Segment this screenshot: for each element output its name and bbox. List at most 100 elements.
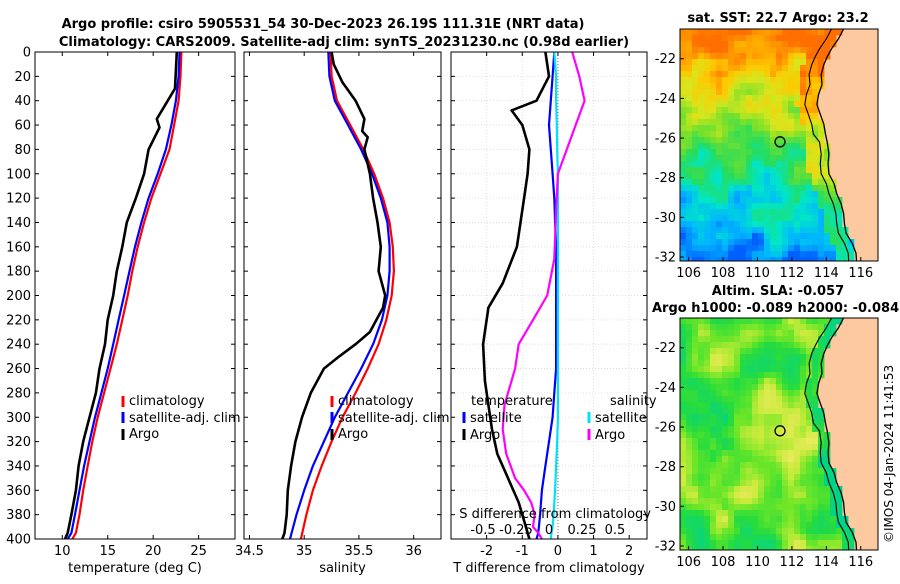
sla-cell [680, 468, 687, 475]
sst-cell [722, 197, 729, 204]
sst-cell [824, 215, 831, 222]
sst-cell [704, 251, 711, 258]
sla-cell [806, 474, 813, 481]
sla-cell [692, 372, 699, 379]
coastline [816, 29, 858, 261]
sla-cell [800, 534, 807, 541]
sst-cell [752, 71, 759, 78]
sla-cell [728, 348, 735, 355]
sst-cell [746, 239, 753, 246]
sst-cell [710, 131, 717, 138]
difference-legend: temperature satellite Argo salinity sate… [462, 394, 657, 443]
sla-cell [698, 330, 705, 337]
series-line-satellite-adj-clim [66, 52, 181, 539]
sla-cell [746, 432, 753, 439]
sst-cell [806, 119, 813, 126]
sst-cell [776, 179, 783, 186]
sst-cell [698, 125, 705, 132]
sla-cell [704, 498, 711, 505]
sst-cell [704, 53, 711, 60]
sst-cell [716, 41, 723, 48]
sst-cell [788, 215, 795, 222]
sla-cell [770, 504, 777, 511]
sst-cell [716, 143, 723, 150]
sst-cell [686, 53, 693, 60]
sla-cell [812, 480, 819, 487]
sst-cell [734, 137, 741, 144]
sst-cell [764, 215, 771, 222]
sst-cell [800, 179, 807, 186]
sla-cell [794, 426, 801, 433]
sst-cell [818, 215, 825, 222]
sst-cell [770, 119, 777, 126]
sst-cell [806, 35, 813, 42]
salinity-legend: climatology satellite-adj. clim Argo [330, 394, 450, 442]
sst-cell [776, 53, 783, 60]
sst-cell [698, 179, 705, 186]
sst-cell [734, 59, 741, 66]
sla-cell [806, 516, 813, 523]
sla-cell [722, 378, 729, 385]
sst-cell [806, 167, 813, 174]
sst-cell [812, 203, 819, 210]
sla-cell [788, 366, 795, 373]
sla-cell [800, 450, 807, 457]
sla-cell [836, 318, 843, 325]
sla-cell [764, 384, 771, 391]
sst-cell [800, 221, 807, 228]
sla-cell [716, 486, 723, 493]
sst-cell [788, 65, 795, 72]
sst-cell [710, 53, 717, 60]
sla-cell [818, 330, 825, 337]
sla-cell [710, 372, 717, 379]
sst-cell [722, 179, 729, 186]
sst-cell [686, 83, 693, 90]
sla-cell [728, 318, 735, 325]
sst-cell [704, 95, 711, 102]
sla-cell [770, 366, 777, 373]
sla-cell [680, 414, 687, 421]
sla-cell [686, 456, 693, 463]
sla-cell [824, 480, 831, 487]
sla-cell [794, 522, 801, 529]
sla-cell [806, 330, 813, 337]
sst-cell [716, 113, 723, 120]
sla-cell [734, 396, 741, 403]
sla-cell [722, 348, 729, 355]
sst-cell [716, 29, 723, 36]
sst-cell [812, 131, 819, 138]
sst-cell [710, 125, 717, 132]
sla-cell [680, 372, 687, 379]
sla-cell [800, 432, 807, 439]
sst-cell [692, 173, 699, 180]
sst-cell [782, 233, 789, 240]
sla-cell [782, 510, 789, 517]
sla-map-title-line1: Altim. SLA: -0.057 [712, 284, 844, 299]
sst-cell [722, 77, 729, 84]
sla-cell [800, 516, 807, 523]
sst-cell [782, 257, 789, 261]
sst-cell [704, 239, 711, 246]
sst-cell [710, 59, 717, 66]
sla-cell [812, 402, 819, 409]
sst-cell [806, 143, 813, 150]
sst-cell [746, 83, 753, 90]
sst-cell [686, 197, 693, 204]
sla-cell [686, 390, 693, 397]
sla-cell [764, 492, 771, 499]
sla-cell [782, 378, 789, 385]
sla-cell [704, 492, 711, 499]
sst-cell [812, 209, 819, 216]
sla-cell [698, 444, 705, 451]
sst-cell [692, 35, 699, 42]
sst-cell [740, 65, 747, 72]
sla-cell [812, 414, 819, 421]
sst-cell [686, 233, 693, 240]
sla-cell [680, 342, 687, 349]
sst-cell [740, 191, 747, 198]
sst-cell [698, 83, 705, 90]
sla-cell [698, 372, 705, 379]
sst-cell [746, 125, 753, 132]
sst-cell [758, 83, 765, 90]
sst-cell [752, 227, 759, 234]
